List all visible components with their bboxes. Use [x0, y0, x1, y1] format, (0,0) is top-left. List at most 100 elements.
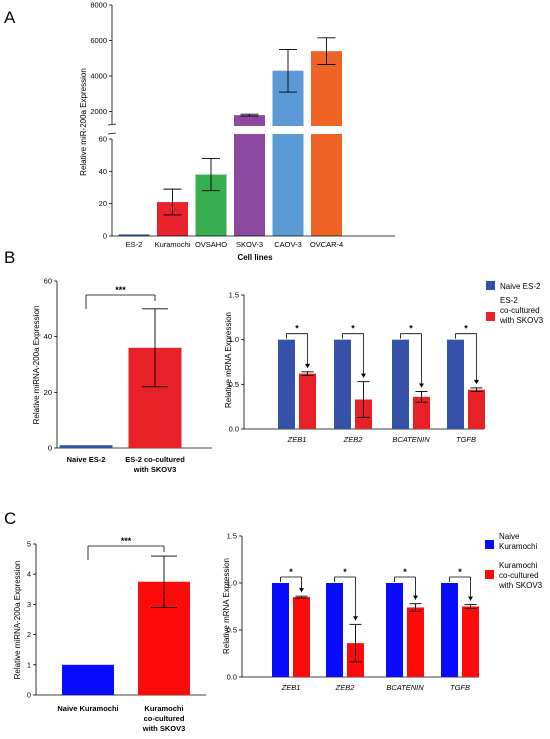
y-tick-label: 8000: [90, 1, 107, 10]
y-tick-label: 4: [27, 570, 31, 579]
y-tick-label: 0.5: [227, 626, 237, 635]
bar-s0-0: [278, 339, 295, 429]
significance-marker: *: [289, 567, 293, 577]
bar-s1-2: [413, 396, 430, 429]
error-bar-5: [317, 37, 336, 65]
axis-break-mark-bottom: [107, 132, 117, 135]
error-bar-3: [240, 113, 259, 117]
x-tick-label: TGFB: [450, 683, 470, 692]
bar-s1-2: [407, 607, 424, 677]
error-bar-4: [279, 48, 297, 93]
y-tick-label: 0.5: [229, 380, 239, 389]
bar-s0-2: [392, 339, 409, 429]
x-tick-label: Naive ES-2: [67, 455, 106, 464]
chart-b-right: 0.0 0.5 1.0 1.5 * ZEB1 * ZEB2 * BCATENIN * TGFB Rela…: [224, 281, 544, 444]
significance-arrow: [474, 379, 479, 384]
significance-marker: *: [351, 324, 355, 334]
error-bar-s1-2: [415, 391, 428, 403]
x-axis-label: Cell lines: [237, 253, 273, 262]
bar-s0-1: [334, 339, 351, 429]
significance-arrow: [305, 363, 310, 368]
y-tick-label: 0: [27, 691, 31, 700]
bar-0: [118, 234, 150, 236]
x-tick-label: ZEB1: [281, 683, 301, 692]
x-tick-label: BCATENIN: [386, 683, 424, 692]
legend-label: ES-2: [500, 296, 518, 305]
legend-label: with SKOV3: [499, 316, 544, 325]
significance-marker: *: [464, 324, 468, 334]
y-tick-label: 40: [44, 332, 52, 341]
bar-s0-1: [326, 583, 343, 677]
y-axis-label: Relative miR-200a Expression: [79, 68, 88, 176]
y-axis-label: Relative mRNA Expression: [222, 558, 231, 654]
significance-arrow: [413, 595, 418, 600]
chart-a: ES-2 Kuramochi OVSAHO SKOV-3 CAOV-3 OVCAR-4 0 2…: [79, 1, 397, 262]
error-bar-1: [163, 188, 182, 216]
error-bar-s1-3: [464, 604, 477, 609]
x-tick-label: with SKOV3: [142, 724, 186, 733]
panel-letter-a: A: [4, 8, 16, 27]
x-tick-label: co-cultured: [144, 714, 185, 723]
legend-label: Naive: [499, 532, 520, 541]
bar-0: [62, 664, 114, 695]
significance-arrow: [419, 383, 424, 388]
legend-swatch-1: [486, 312, 495, 321]
panel-letter-b: B: [4, 248, 15, 267]
legend-swatch-0: [486, 281, 495, 290]
y-tick-label: 6000: [90, 36, 107, 45]
x-tick-label: OVSAHO: [195, 240, 227, 249]
significance-marker: *: [458, 567, 462, 577]
x-tick-label: ES-2 co-cultured: [125, 455, 185, 464]
error-bar-s1-0: [295, 595, 308, 599]
bar-s0-3: [447, 339, 464, 429]
panel-letter-c: C: [4, 509, 16, 528]
y-tick-label: 3: [27, 600, 31, 609]
bar-s0-0: [272, 583, 289, 677]
y-tick-label: 1.5: [229, 291, 239, 300]
x-tick-label: Kuramochi: [144, 704, 183, 713]
y-tick-label: 60: [99, 135, 107, 144]
y-tick-label: 40: [99, 167, 107, 176]
bar-s0-2: [386, 583, 403, 677]
error-bar-1: [142, 308, 168, 388]
axis-break-gap: [114, 126, 397, 134]
legend-label: with SKOV3: [498, 581, 543, 590]
significance-marker: *: [343, 567, 347, 577]
significance-marker: *: [409, 324, 413, 334]
x-tick-label: TGFB: [456, 435, 476, 444]
x-tick-label: Kuramochi: [155, 240, 191, 249]
y-tick-label: 60: [44, 277, 52, 286]
chart-c-right: 0.0 0.5 1.0 1.5 * ZEB1 * ZEB2 * BCATENIN * TGFB Rela…: [222, 532, 543, 693]
legend-swatch-1: [485, 570, 494, 579]
significance-arrow: [361, 373, 366, 378]
y-tick-label: 5: [27, 540, 31, 549]
x-tick-label: ZEB1: [287, 435, 307, 444]
y-tick-label: 4000: [90, 72, 107, 81]
x-tick-label: SKOV-3: [236, 240, 263, 249]
legend-label: Kuramochi: [499, 561, 537, 570]
bar-3: [234, 115, 265, 236]
y-tick-label: 20: [99, 199, 107, 208]
error-bar-s1-0: [301, 371, 314, 376]
significance-marker: *: [295, 324, 299, 334]
bar-s1-0: [299, 373, 316, 429]
y-tick-label: 1.5: [227, 532, 237, 541]
y-axis-label: Relative miRNA-200a Expression: [32, 306, 41, 425]
significance-arrow: [468, 596, 473, 601]
bar-s1-3: [462, 606, 479, 677]
error-bar-s1-2: [409, 603, 422, 612]
error-bar-s1-1: [357, 381, 370, 418]
y-tick-label: 1.0: [227, 579, 237, 588]
error-bar-1: [151, 555, 177, 608]
bar-0: [59, 445, 113, 448]
x-tick-label: ES-2: [126, 240, 143, 249]
error-bar-s1-3: [470, 387, 483, 392]
y-tick-label: 0.0: [227, 673, 237, 682]
y-tick-label: 2000: [90, 107, 107, 116]
legend-label: co-cultured: [500, 306, 540, 315]
legend-label: Kuramochi: [499, 542, 537, 551]
significance-arrow: [353, 616, 358, 621]
bar-s0-3: [441, 583, 458, 677]
bar-4: [272, 70, 304, 236]
